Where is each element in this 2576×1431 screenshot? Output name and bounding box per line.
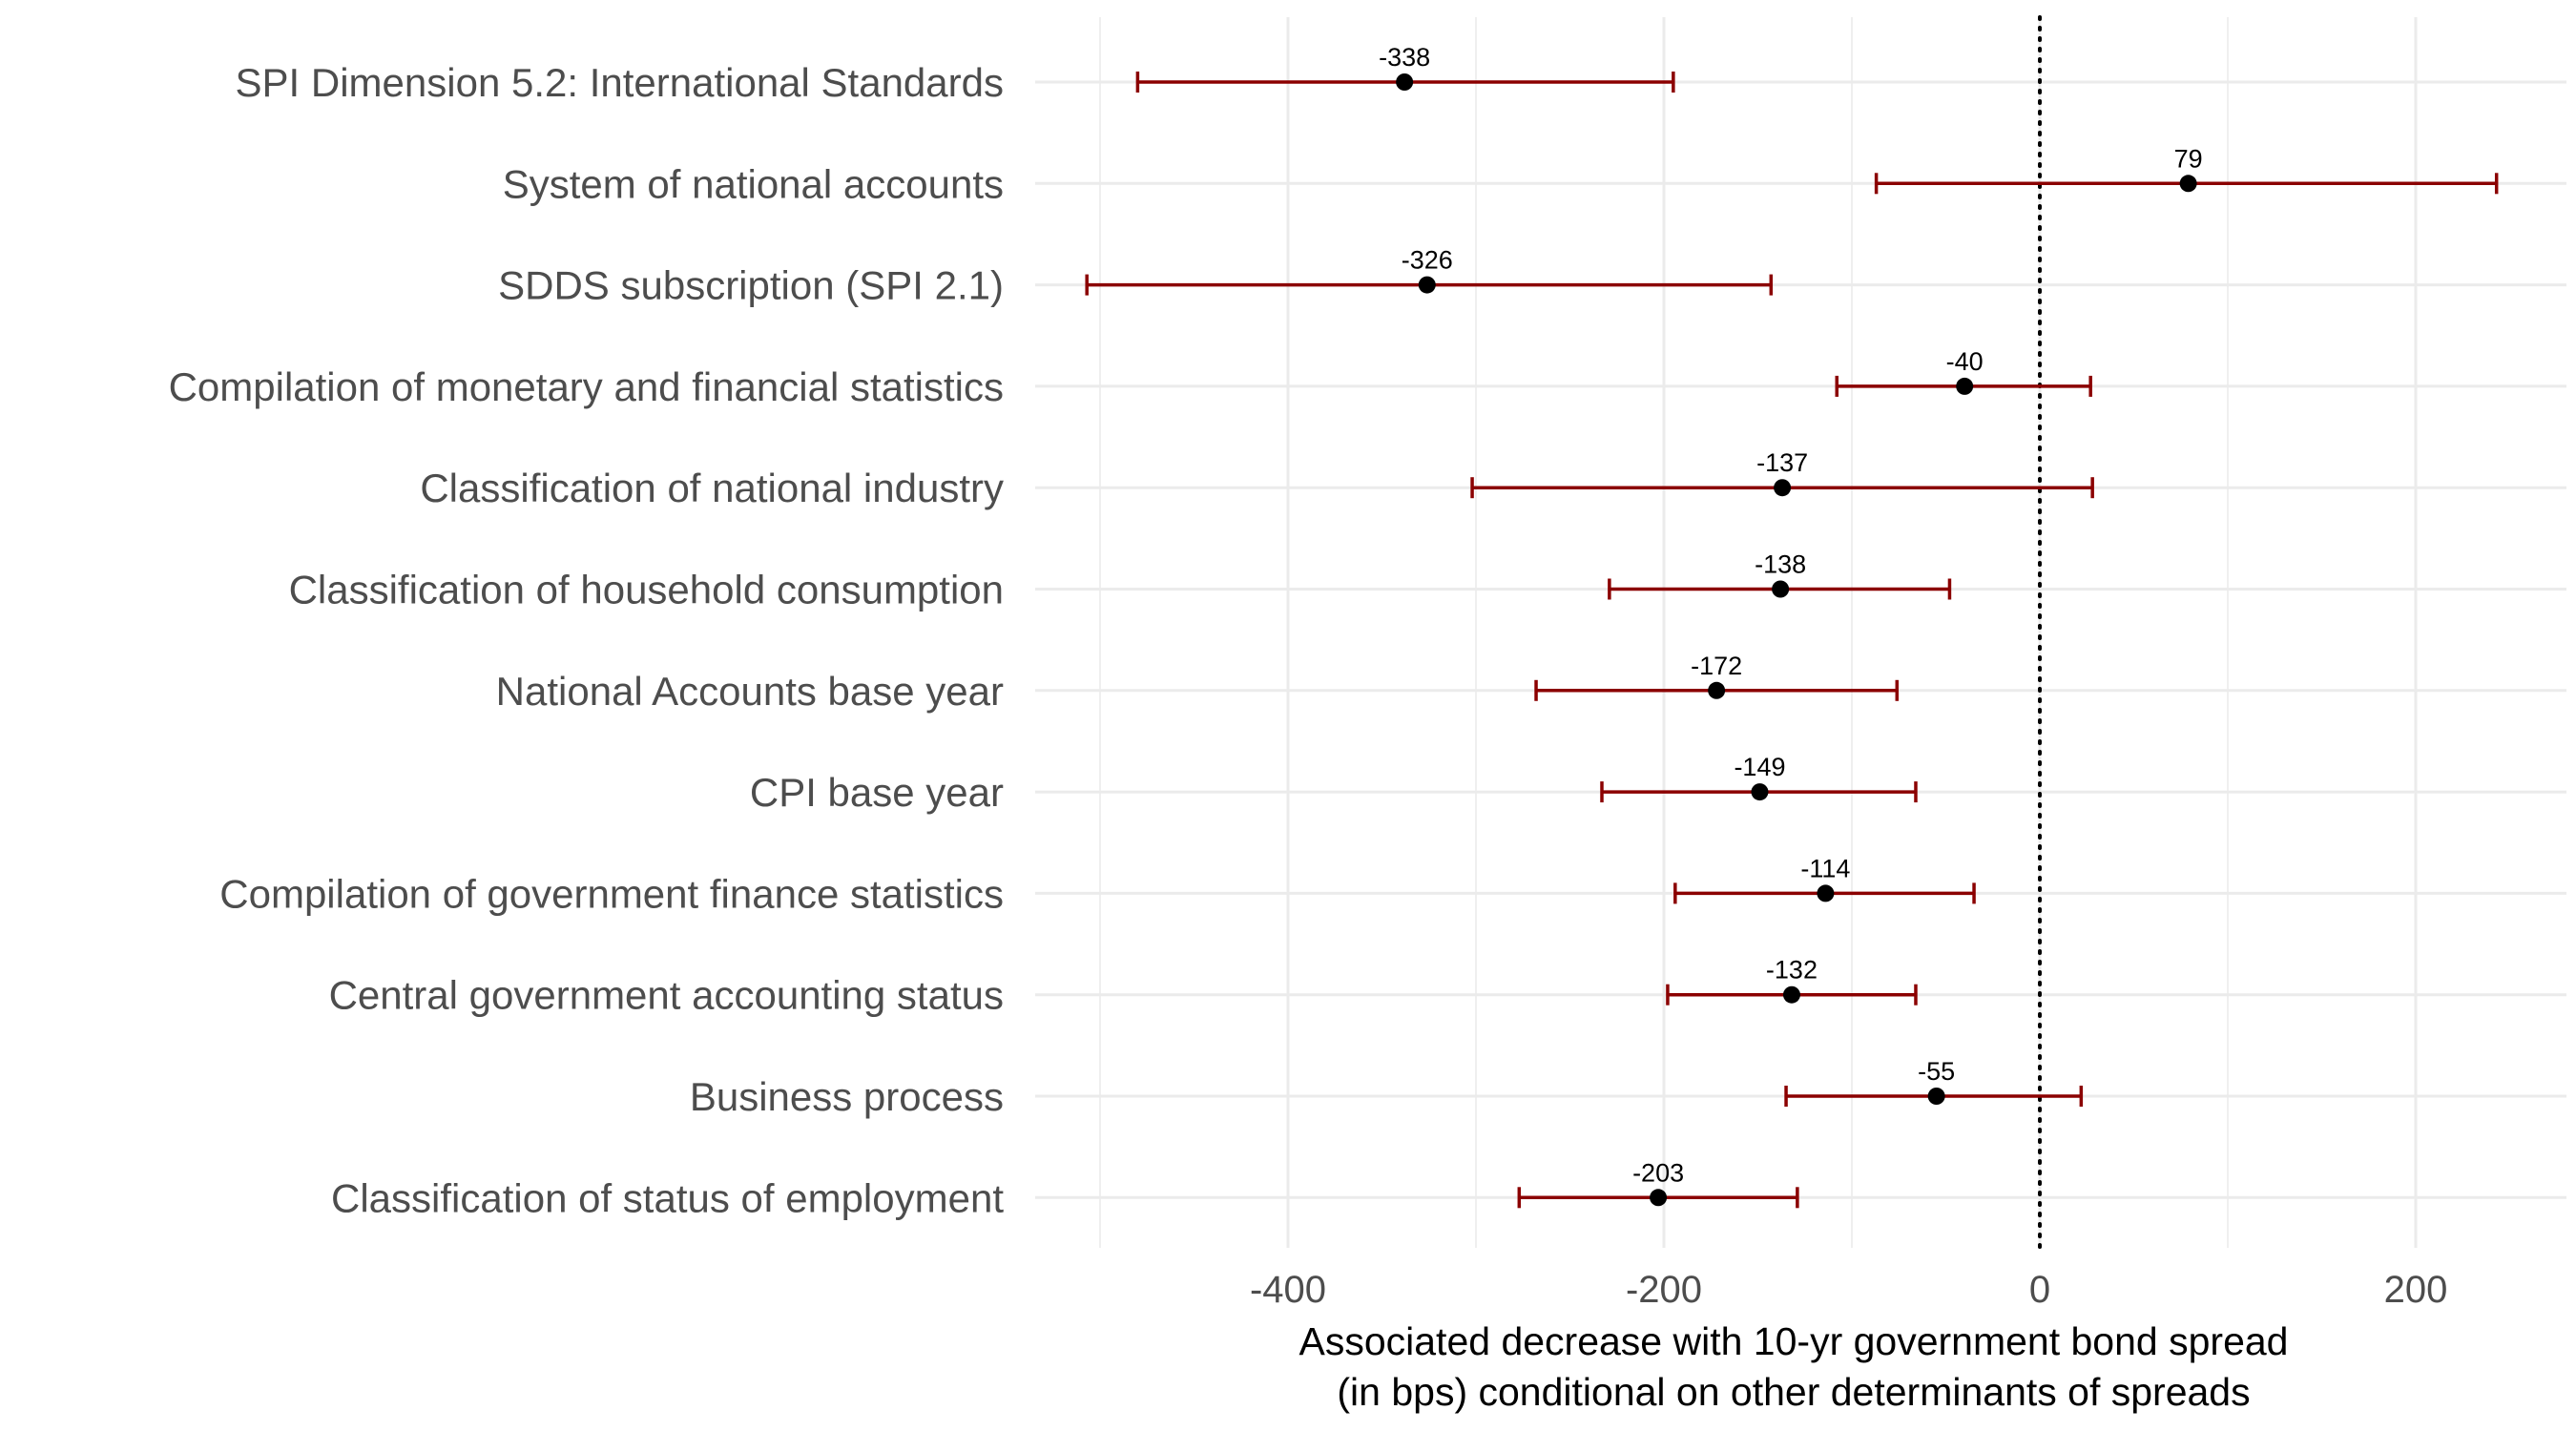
value-label-4: -137	[1756, 448, 1808, 477]
estimate-point-6	[1708, 681, 1726, 699]
value-label-9: -132	[1766, 956, 1818, 985]
value-label-2: -326	[1402, 246, 1453, 275]
category-label-5: Classification of household consumption	[289, 568, 1004, 612]
category-label-11: Classification of status of employment	[331, 1175, 1004, 1220]
value-label-layer: -338 79 -326 -40 -137 -138 -172 -149 -114 -132 -55…	[1379, 43, 2203, 1187]
x-axis-title-line-1: Associated decrease with 10-yr governmen…	[1299, 1319, 2289, 1363]
x-tick-label-1: -200	[1626, 1269, 1702, 1311]
x-tick-label-3: 200	[2384, 1269, 2448, 1311]
x-tick-label-layer: -400 -200 0 200	[1250, 1269, 2447, 1311]
x-axis-title-line-2: (in bps) conditional on other determinan…	[1337, 1370, 2250, 1414]
value-label-10: -55	[1918, 1057, 1955, 1086]
category-label-1: System of national accounts	[503, 161, 1004, 206]
estimate-point-1	[2179, 175, 2197, 193]
estimate-point-5	[1772, 580, 1790, 598]
estimate-point-4	[1774, 479, 1792, 497]
value-label-7: -149	[1734, 753, 1785, 781]
estimate-point-2	[1418, 276, 1436, 294]
x-tick-label-0: -400	[1250, 1269, 1326, 1311]
estimate-point-9	[1782, 985, 1800, 1004]
value-label-11: -203	[1632, 1158, 1684, 1187]
value-label-0: -338	[1379, 43, 1430, 72]
value-label-1: 79	[2174, 144, 2203, 173]
category-label-9: Central government accounting status	[329, 973, 1004, 1018]
estimate-point-3	[1956, 377, 1974, 395]
grid-layer	[1035, 17, 2566, 1248]
estimate-point-10	[1927, 1088, 1945, 1105]
estimate-point-7	[1751, 783, 1769, 801]
category-label-layer: SPI Dimension 5.2: International Standar…	[169, 60, 1005, 1220]
value-label-3: -40	[1946, 347, 1984, 376]
category-label-7: CPI base year	[750, 770, 1004, 815]
category-label-10: Business process	[690, 1074, 1004, 1119]
estimate-point-8	[1817, 884, 1835, 902]
point-layer	[1396, 73, 2197, 1207]
category-label-3: Compilation of monetary and financial st…	[169, 364, 1004, 409]
category-label-6: National Accounts base year	[496, 669, 1004, 714]
category-label-2: SDDS subscription (SPI 2.1)	[498, 263, 1004, 308]
value-label-5: -138	[1755, 550, 1806, 579]
estimate-point-11	[1650, 1189, 1668, 1207]
category-label-8: Compilation of government finance statis…	[219, 871, 1004, 916]
value-label-6: -172	[1691, 652, 1742, 680]
x-tick-label-2: 0	[2029, 1269, 2050, 1311]
value-label-8: -114	[1800, 854, 1850, 882]
category-label-4: Classification of national industry	[420, 466, 1004, 510]
estimate-point-0	[1396, 73, 1414, 91]
category-label-0: SPI Dimension 5.2: International Standar…	[236, 60, 1004, 105]
whisker-layer	[1085, 72, 2499, 1209]
